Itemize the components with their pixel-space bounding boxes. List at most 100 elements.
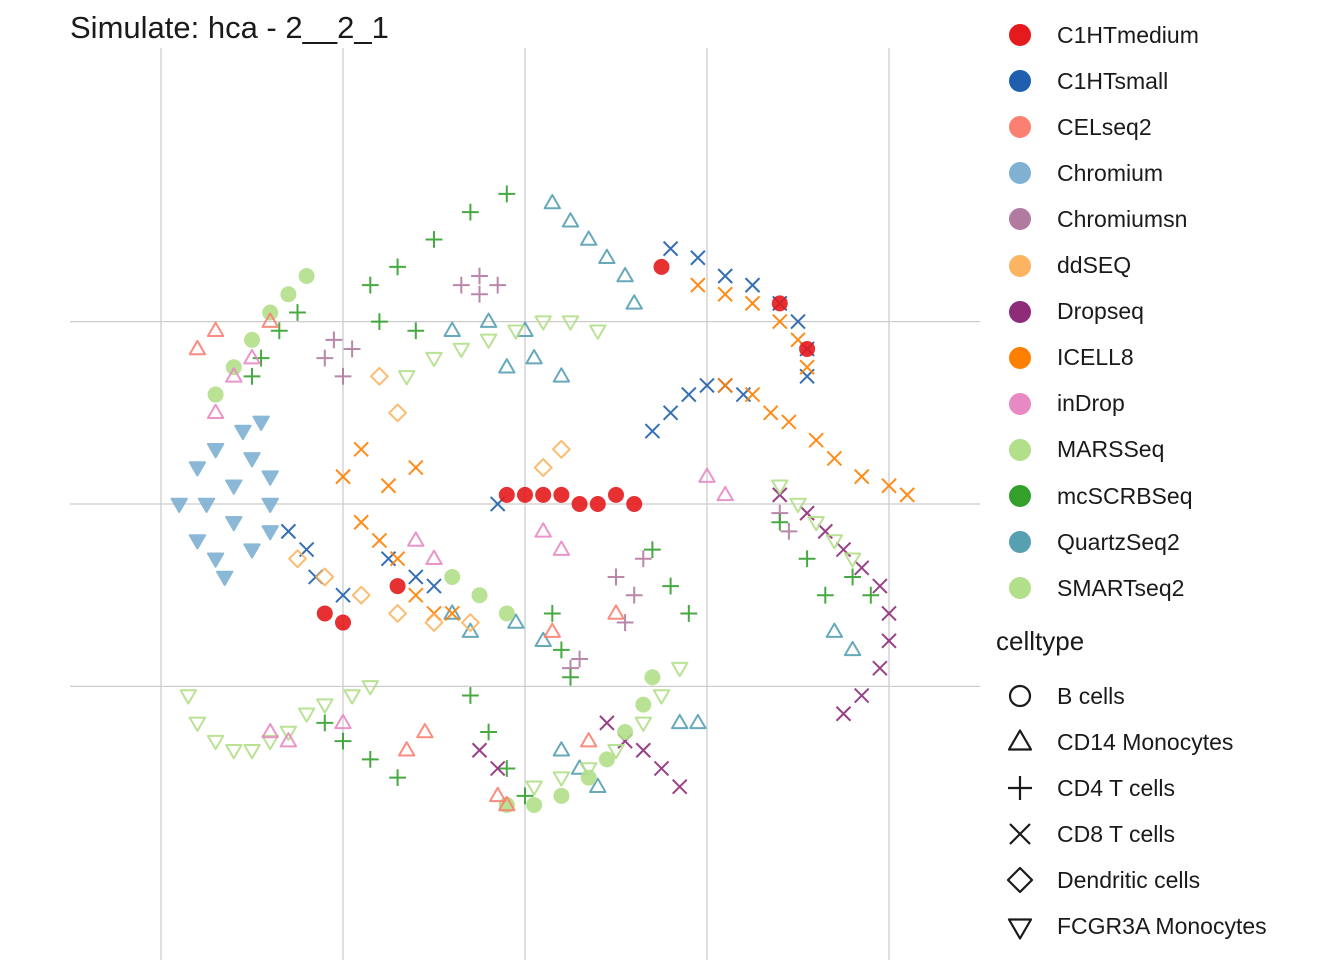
scatter-point [479,333,498,349]
legend-label: mcSCRBSeq [1057,482,1193,509]
legend-item-dropseq: Dropseq [996,289,1144,335]
scatter-point [243,367,261,385]
scatter-point [452,276,470,294]
scatter-point [252,349,270,367]
scatter-point [361,750,379,768]
scatter-point [316,349,334,367]
legend-item-c1htsmall: C1HTsmall [996,58,1168,104]
scatter-point [652,689,671,705]
scatter-point [471,267,488,285]
legend-key [996,519,1044,565]
legend-item-fcgr3a-monocytes: FCGR3A Monocytes [996,904,1267,950]
scatter-point [471,742,488,758]
scatter-point [525,349,543,365]
scatter-point [607,604,625,620]
scatter-point [817,523,834,540]
scatter-point [589,777,607,793]
scatter-point [744,295,761,312]
scatter-point [261,470,279,486]
scatter-point [617,724,634,740]
scatter-point [206,321,225,337]
scatter-point [361,276,379,294]
scatter-points [170,185,915,813]
scatter-point [552,771,571,787]
legend-key [996,335,1044,381]
legend-item-quartzseq2: QuartzSeq2 [996,519,1180,565]
scatter-point [334,367,352,385]
legend-label: Dropseq [1057,298,1144,325]
scatter-point [443,321,461,337]
scatter-point [197,497,216,514]
scatter-point [608,486,624,503]
scatter-point [507,324,525,340]
scatter-point [288,549,307,569]
scatter-point [498,605,515,622]
legend-item-chromiumsn: Chromiumsn [996,196,1187,242]
scatter-point [552,439,571,459]
legend-label: CD8 T cells [1057,820,1176,847]
legend-label: SMARTseq2 [1057,574,1185,601]
scatter-point [744,277,761,293]
scatter-point [462,203,479,221]
scatter-point [625,294,643,310]
scatter-point [261,525,279,541]
legend-item-ddseq: ddSEQ [996,243,1131,289]
legend-key [996,857,1044,903]
scatter-point [671,661,689,678]
scatter-point [461,613,480,632]
scatter-point [407,322,425,340]
scatter-point [498,795,516,812]
scatter-point [252,415,270,431]
scatter-point [316,714,334,732]
scatter-point [261,312,279,328]
scatter-point [553,787,570,804]
scatter-point [507,613,525,629]
legend-key [996,719,1044,765]
scatter-point [634,550,652,568]
diamond-marker-icon [1006,867,1034,894]
scatter-point [371,313,388,330]
scatter-point [389,258,406,276]
legend-key [996,196,1044,242]
scatter-point [807,515,825,532]
circle-marker-icon [1009,485,1031,507]
triangle-down-marker-icon [1007,917,1033,940]
scatter-point [607,743,625,760]
circle-marker-icon [1009,531,1031,554]
scatter-point [835,706,852,722]
scatter-point [351,585,371,605]
circle-marker-icon [1009,116,1031,139]
scatter-point [471,587,488,604]
scatter-point [444,605,460,622]
legend-label: B cells [1057,682,1125,709]
scatter-point [206,552,225,568]
scatter-point [625,586,643,604]
legend-item-mcscrbseq: mcSCRBSeq [996,473,1192,519]
scatter-point [616,266,634,283]
scatter-point [690,277,706,293]
circle-marker-icon [1009,438,1031,461]
legend-label: Chromiumsn [1057,205,1188,232]
scatter-point [389,578,406,595]
scatter-point [626,496,643,512]
circle-marker-icon [1009,392,1031,415]
scatter-point [316,698,334,714]
circle-marker-icon [1008,684,1032,708]
scatter-point [881,478,897,494]
scatter-point [561,212,580,228]
scatter-point [862,586,880,604]
scatter-point [772,487,788,503]
legend-label: C1HTmedium [1057,21,1199,48]
scatter-point [225,359,242,376]
legend-key [996,427,1044,473]
scatter-point [716,485,734,502]
scatter-point [371,532,388,549]
scatter-point [599,715,615,731]
legend-label: MARSSeq [1057,436,1165,463]
scatter-point [808,432,824,448]
legend-label: ICELL8 [1057,344,1134,371]
scatter-point [589,324,607,340]
scatter-point [526,796,543,813]
legend-item-cd8-t-cells: CD8 T cells [996,811,1175,857]
scatter-point [388,403,407,423]
